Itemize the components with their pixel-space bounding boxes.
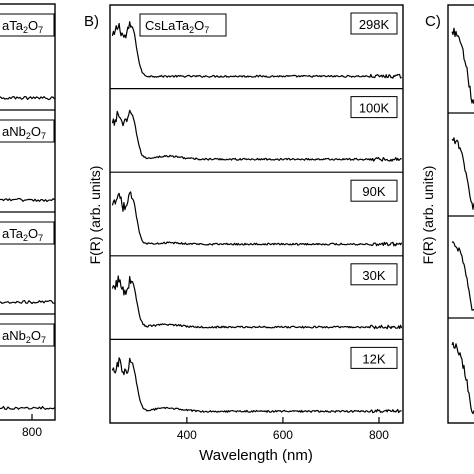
- left-series-line: [0, 96, 55, 101]
- temperature-label: 30K: [362, 268, 385, 283]
- panel-c: C) F(R) (arb. units): [420, 4, 474, 424]
- left-compound-label-box: [0, 221, 55, 245]
- compound-label-text: CsLaTa2O7: [145, 18, 209, 35]
- left-compound-label: aNb2O7: [2, 124, 46, 141]
- panel-b-frame: [109, 4, 404, 424]
- left-compound-mid: O: [28, 18, 38, 33]
- panel-b: B) 400 600 800 298K 100K 90K 30K 12K CsLaTa2O7…: [84, 4, 404, 464]
- left-compound-sub2: 7: [38, 25, 43, 35]
- series-line: [111, 21, 402, 79]
- left-compound-prefix: aNb: [2, 328, 26, 343]
- left-compound-label: aNb2O7: [2, 328, 46, 345]
- left-compound-prefix: aNb: [2, 124, 26, 139]
- left-compound-sub1: 2: [23, 25, 28, 35]
- x-tick-label: 800: [369, 428, 389, 442]
- compound-prefix: CsLaTa: [145, 18, 190, 33]
- panel-b-letter: B): [84, 13, 99, 30]
- left-compound-sub2: 7: [38, 233, 43, 243]
- temperature-label-box: [350, 179, 398, 202]
- compound-mid: O: [194, 18, 204, 33]
- compound-sub1: 2: [189, 25, 194, 35]
- left-x-tick-label: 800: [22, 425, 42, 439]
- panel-c-series-line: [451, 241, 474, 311]
- left-compound-prefix: aTa: [2, 18, 24, 33]
- left-series-line: [0, 405, 55, 410]
- temperature-label-box: [350, 346, 398, 369]
- left-compound-mid: O: [31, 328, 41, 343]
- temperature-label: 90K: [362, 184, 385, 199]
- left-compound-label: aTa2O7: [2, 18, 43, 35]
- left-compound-mid: O: [28, 226, 38, 241]
- left-compound-sub1: 2: [23, 233, 28, 243]
- panel-c-letter: C): [425, 13, 441, 30]
- left-compound-label-box: [0, 13, 55, 37]
- temperature-label-box: [350, 12, 398, 35]
- panel-c-frame: [447, 4, 474, 424]
- left-series-line: [0, 299, 55, 305]
- left-compound-sub2: 7: [41, 131, 46, 141]
- temperature-label-box: [350, 96, 398, 119]
- left-compound-sub1: 2: [26, 335, 31, 345]
- left-compound-label-box: [0, 323, 55, 347]
- left-series-line: [0, 197, 55, 203]
- series-line: [111, 109, 402, 162]
- compound-label: CsLaTa2O7: [139, 13, 227, 37]
- panel-c-series-line: [451, 137, 474, 210]
- y-axis-label: F(R) (arb. units): [87, 166, 103, 265]
- left-compound-sub1: 2: [26, 131, 31, 141]
- series-line: [111, 357, 402, 414]
- panel-c-y-axis-label: F(R) (arb. units): [420, 166, 436, 265]
- temperature-label-box: [350, 263, 398, 286]
- series-line: [111, 275, 403, 330]
- temperature-label: 100K: [359, 101, 390, 116]
- temperature-label: 12K: [362, 351, 385, 366]
- left-compound-prefix: aTa: [2, 226, 24, 241]
- x-tick-label: 600: [273, 428, 293, 442]
- series-line: [111, 191, 403, 247]
- left-compound-label: aTa2O7: [2, 226, 43, 243]
- left-compound-label-box: [0, 119, 55, 143]
- left-compound-mid: O: [31, 124, 41, 139]
- x-axis-label: Wavelength (nm): [199, 447, 313, 464]
- panel-c-series-line: [451, 27, 474, 105]
- compound-label-box: [139, 13, 227, 37]
- panel-c-series-line: [451, 341, 474, 415]
- left-compound-sub2: 7: [41, 335, 46, 345]
- temperature-label: 298K: [359, 17, 390, 32]
- x-tick-label: 400: [177, 428, 197, 442]
- compound-sub2: 7: [204, 25, 209, 35]
